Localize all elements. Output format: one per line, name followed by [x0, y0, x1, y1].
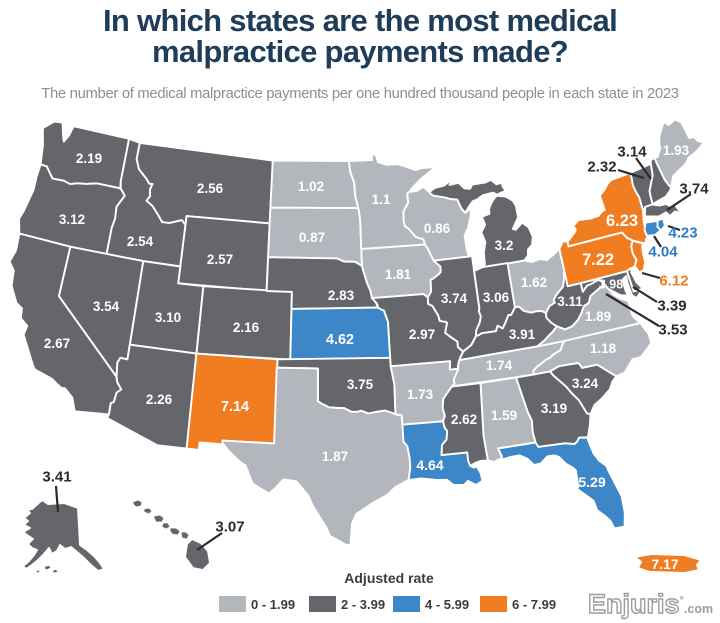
svg-text:6.23: 6.23 [606, 212, 638, 230]
svg-text:2.26: 2.26 [146, 392, 173, 407]
svg-text:1.74: 1.74 [486, 358, 513, 373]
svg-text:1.1: 1.1 [372, 192, 391, 207]
svg-text:2.32: 2.32 [587, 158, 616, 175]
svg-text:1.87: 1.87 [322, 449, 348, 464]
svg-text:2.97: 2.97 [409, 327, 435, 342]
svg-text:2.19: 2.19 [76, 151, 102, 166]
svg-text:2.57: 2.57 [207, 252, 233, 267]
svg-text:2.54: 2.54 [127, 234, 154, 249]
svg-text:4.62: 4.62 [326, 332, 354, 348]
svg-text:6.12: 6.12 [659, 272, 688, 289]
svg-text:2.16: 2.16 [233, 320, 260, 335]
svg-text:4.23: 4.23 [668, 224, 697, 241]
svg-text:3.53: 3.53 [658, 321, 687, 338]
svg-text:3.12: 3.12 [59, 212, 85, 227]
svg-text:3.74: 3.74 [679, 180, 709, 197]
svg-text:3.07: 3.07 [215, 518, 244, 535]
svg-text:1.02: 1.02 [298, 179, 324, 194]
svg-text:1.59: 1.59 [491, 408, 517, 423]
svg-text:3.10: 3.10 [155, 310, 181, 325]
svg-text:1.89: 1.89 [585, 309, 611, 324]
svg-text:3.2: 3.2 [495, 238, 514, 253]
svg-text:3.98: 3.98 [599, 278, 623, 292]
svg-text:7.22: 7.22 [582, 251, 614, 269]
svg-text:3.41: 3.41 [42, 468, 71, 485]
svg-text:4.04: 4.04 [648, 243, 678, 260]
svg-text:3.39: 3.39 [657, 297, 686, 314]
svg-text:1.73: 1.73 [407, 387, 434, 402]
svg-text:5.29: 5.29 [578, 474, 605, 490]
svg-text:3.54: 3.54 [93, 299, 120, 314]
svg-text:3.19: 3.19 [541, 401, 567, 416]
svg-text:3.24: 3.24 [572, 376, 599, 391]
svg-text:7.17: 7.17 [651, 556, 678, 572]
svg-text:2.56: 2.56 [197, 181, 224, 196]
svg-text:2.62: 2.62 [451, 412, 477, 427]
svg-text:3.14: 3.14 [617, 143, 647, 160]
svg-text:3.75: 3.75 [347, 377, 374, 392]
svg-text:3.06: 3.06 [483, 290, 510, 305]
svg-text:0.87: 0.87 [299, 230, 325, 245]
svg-text:7.14: 7.14 [221, 399, 249, 415]
svg-text:1.62: 1.62 [521, 275, 547, 290]
svg-text:2.83: 2.83 [328, 288, 355, 303]
svg-text:4.64: 4.64 [416, 457, 443, 473]
svg-text:0.86: 0.86 [424, 221, 451, 236]
svg-text:3.11: 3.11 [557, 294, 583, 309]
svg-text:1.18: 1.18 [590, 341, 617, 356]
svg-text:3.91: 3.91 [509, 327, 536, 342]
svg-text:1.81: 1.81 [385, 267, 412, 282]
svg-text:1.93: 1.93 [663, 143, 690, 158]
svg-text:3.74: 3.74 [441, 291, 468, 306]
svg-text:2.67: 2.67 [44, 336, 70, 351]
